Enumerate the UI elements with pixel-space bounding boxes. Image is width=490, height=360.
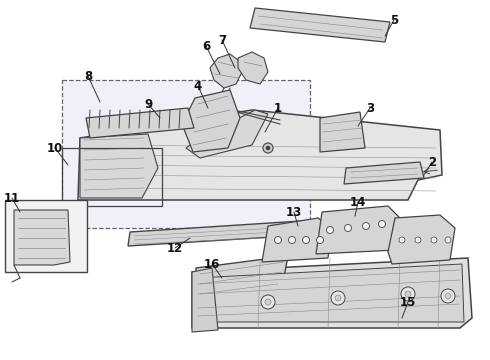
Bar: [5, 200, 87, 272]
Polygon shape: [320, 112, 365, 152]
Bar: [62, 148, 162, 206]
Polygon shape: [238, 52, 268, 84]
Circle shape: [335, 295, 341, 301]
Circle shape: [445, 293, 451, 299]
Circle shape: [445, 237, 451, 243]
Polygon shape: [210, 54, 242, 88]
Circle shape: [261, 295, 275, 309]
Circle shape: [274, 237, 281, 243]
Text: 13: 13: [286, 206, 302, 219]
Text: 14: 14: [350, 195, 366, 208]
Circle shape: [401, 287, 415, 301]
Text: 9: 9: [144, 98, 152, 111]
Text: 4: 4: [194, 80, 202, 93]
Text: 7: 7: [218, 33, 226, 46]
Circle shape: [326, 226, 334, 234]
Circle shape: [378, 220, 386, 228]
Polygon shape: [195, 256, 288, 305]
Circle shape: [302, 237, 310, 243]
Text: 5: 5: [390, 14, 398, 27]
Text: 2: 2: [428, 156, 436, 168]
Circle shape: [441, 289, 455, 303]
Polygon shape: [80, 134, 158, 198]
Circle shape: [263, 143, 273, 153]
Circle shape: [405, 291, 411, 297]
Circle shape: [363, 222, 369, 230]
Polygon shape: [192, 268, 218, 332]
Polygon shape: [316, 206, 400, 254]
Polygon shape: [78, 110, 442, 200]
Circle shape: [331, 291, 345, 305]
Text: 11: 11: [4, 192, 20, 204]
Text: 6: 6: [202, 40, 210, 53]
Polygon shape: [86, 108, 194, 138]
Text: 3: 3: [366, 102, 374, 114]
Polygon shape: [192, 258, 472, 328]
Text: 12: 12: [167, 242, 183, 255]
Bar: [62, 80, 310, 228]
Circle shape: [266, 146, 270, 150]
Text: 16: 16: [204, 257, 220, 270]
Circle shape: [415, 237, 421, 243]
Circle shape: [317, 237, 323, 243]
Polygon shape: [262, 218, 332, 262]
Text: 8: 8: [84, 69, 92, 82]
Polygon shape: [250, 8, 390, 42]
Polygon shape: [344, 162, 424, 184]
Text: 1: 1: [274, 102, 282, 114]
Polygon shape: [14, 210, 70, 265]
Text: 15: 15: [400, 296, 416, 309]
Polygon shape: [128, 218, 354, 246]
Circle shape: [344, 225, 351, 231]
Polygon shape: [186, 110, 268, 158]
Circle shape: [431, 237, 437, 243]
Polygon shape: [182, 90, 240, 152]
Polygon shape: [196, 264, 464, 322]
Circle shape: [289, 237, 295, 243]
Circle shape: [265, 299, 271, 305]
Polygon shape: [388, 215, 455, 264]
Circle shape: [399, 237, 405, 243]
Text: 10: 10: [47, 141, 63, 154]
